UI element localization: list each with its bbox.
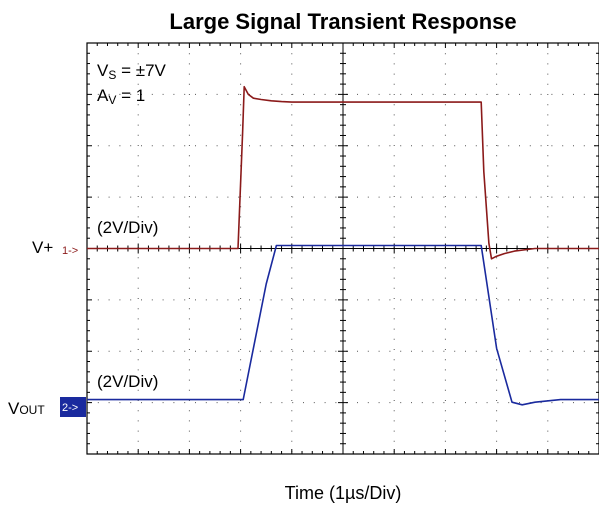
vout-trace — [87, 244, 599, 406]
vs-value: = ±7V — [116, 61, 166, 80]
vs-subscript: S — [108, 68, 116, 82]
vout-prefix: V — [8, 399, 20, 418]
vout-scale-label: (2V/Div) — [97, 372, 158, 391]
vplus-scale-label: (2V/Div) — [97, 218, 158, 237]
vout-marker-box — [60, 397, 86, 417]
av-subscript: V — [108, 93, 116, 107]
vs-prefix: V — [97, 61, 109, 80]
x-axis-label: Time (1µs/Div) — [285, 483, 402, 503]
vplus-channel-label: V+ — [32, 238, 53, 257]
gain-label: AV = 1 — [97, 86, 145, 107]
av-prefix: A — [97, 86, 109, 105]
vout-channel-label: VOUT — [8, 399, 45, 418]
vplus-trace — [87, 85, 599, 260]
chart-title: Large Signal Transient Response — [169, 9, 516, 34]
av-value: = 1 — [116, 86, 145, 105]
vout-marker: 2-> — [62, 402, 78, 414]
vplus-marker: 1-> — [62, 245, 78, 257]
vout-subscript: OUT — [19, 403, 45, 417]
traces — [87, 85, 599, 406]
supply-voltage-label: VS = ±7V — [97, 61, 167, 82]
